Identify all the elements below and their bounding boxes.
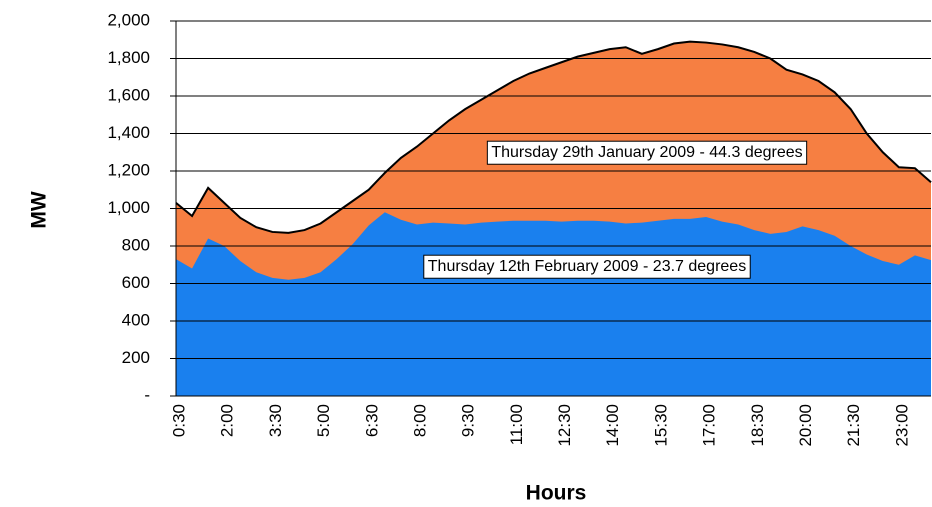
x-tick-label: 11:00 [507,404,526,445]
y-tick-label: 1,800 [107,48,150,67]
x-tick-label: 5:00 [314,404,333,437]
y-tick-label: 1,200 [107,160,150,179]
x-tick-label: 18:30 [748,404,767,447]
x-tick-label: 2:00 [218,404,237,437]
x-tick-label: 12:30 [555,404,574,447]
x-tick-label: 14:00 [603,404,622,447]
area-outline [175,40,932,234]
x-tick-label: 17:00 [700,404,719,447]
y-tick-label: 800 [122,235,150,254]
x-tick-label: 20:00 [796,404,815,447]
x-tick-label: 0:30 [169,404,188,437]
y-tick-label: 1,000 [107,198,150,217]
y-tick-label: 1,400 [107,123,150,142]
x-axis-title: Hours [526,482,587,505]
y-tick-label: 1,600 [107,85,150,104]
x-tick-label: 8:00 [410,404,429,437]
series-label-box: Thursday 29th January 2009 - 44.3 degree… [486,140,808,165]
y-tick-label: 200 [122,348,150,367]
label-box [423,254,751,279]
x-tick-label: 3:30 [266,404,285,437]
x-tick-label: 21:30 [844,404,863,447]
y-tick-label: 2,000 [107,10,150,29]
label-box [486,140,808,165]
series-label-box: Thursday 12th February 2009 - 23.7 degre… [423,254,751,279]
x-tick-label: 15:30 [651,404,670,447]
y-tick-label: 600 [122,273,150,292]
y-axis-title: MW [28,191,51,228]
series-label: Thursday 29th January 2009 - 44.3 degree… [491,144,802,161]
series-label: Thursday 12th February 2009 - 23.7 degre… [428,258,746,275]
y-tick-label: 400 [122,310,150,329]
x-tick-label: 9:30 [459,404,478,437]
x-tick-label: 6:30 [362,404,381,437]
y-tick-label: - [144,385,150,404]
x-tick-label: 23:00 [892,404,911,447]
